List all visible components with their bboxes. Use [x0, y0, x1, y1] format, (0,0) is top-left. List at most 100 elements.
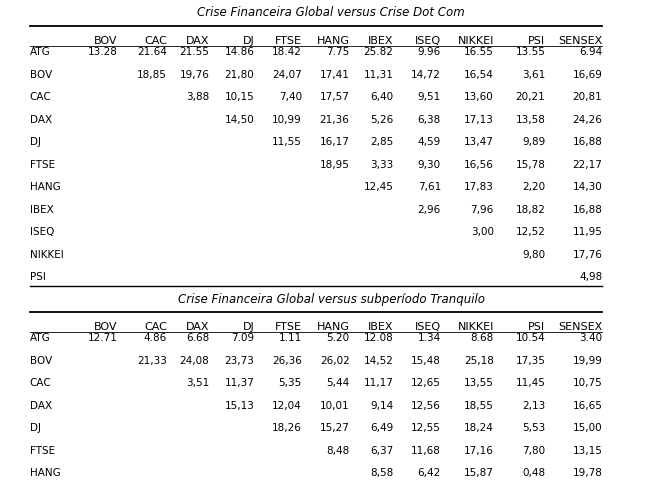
Text: 9,14: 9,14 — [370, 400, 393, 410]
Text: 17,76: 17,76 — [573, 249, 602, 259]
Text: Crise Financeira Global versus subperíodo Tranquilo: Crise Financeira Global versus subperíod… — [177, 292, 485, 305]
Text: 22,17: 22,17 — [573, 160, 602, 169]
Text: 3,61: 3,61 — [522, 70, 545, 80]
Text: 18.42: 18.42 — [272, 47, 302, 57]
Text: 21.64: 21.64 — [137, 47, 167, 57]
Text: 11,68: 11,68 — [411, 445, 441, 455]
Text: 24,26: 24,26 — [573, 115, 602, 124]
Text: ATG: ATG — [30, 47, 50, 57]
Text: HANG: HANG — [316, 321, 350, 331]
Text: 16,56: 16,56 — [464, 160, 494, 169]
Text: 16,17: 16,17 — [320, 137, 350, 147]
Text: 15,13: 15,13 — [224, 400, 254, 410]
Text: CAC: CAC — [30, 377, 52, 387]
Text: 13.55: 13.55 — [516, 47, 545, 57]
Text: 20,21: 20,21 — [516, 92, 545, 102]
Text: DJ: DJ — [242, 36, 254, 45]
Text: 17,57: 17,57 — [320, 92, 350, 102]
Text: 11,37: 11,37 — [224, 377, 254, 387]
Text: 18,55: 18,55 — [464, 400, 494, 410]
Text: BOV: BOV — [30, 70, 52, 80]
Text: 13,58: 13,58 — [516, 115, 545, 124]
Text: 6,37: 6,37 — [370, 445, 393, 455]
Text: 3,51: 3,51 — [186, 377, 209, 387]
Text: 21,80: 21,80 — [224, 70, 254, 80]
Text: 12,45: 12,45 — [363, 182, 393, 192]
Text: 11,45: 11,45 — [516, 377, 545, 387]
Text: 3,00: 3,00 — [471, 227, 494, 237]
Text: 5,53: 5,53 — [522, 422, 545, 432]
Text: 16,88: 16,88 — [573, 137, 602, 147]
Text: FTSE: FTSE — [30, 445, 55, 455]
Text: PSI: PSI — [528, 36, 545, 45]
Text: 16,88: 16,88 — [573, 204, 602, 214]
Text: 25,18: 25,18 — [464, 355, 494, 365]
Text: 9,30: 9,30 — [418, 160, 441, 169]
Text: 13.28: 13.28 — [88, 47, 118, 57]
Text: CAC: CAC — [30, 92, 52, 102]
Text: 21,33: 21,33 — [137, 355, 167, 365]
Text: 10.54: 10.54 — [516, 332, 545, 343]
Text: CAC: CAC — [144, 36, 167, 45]
Text: 3,33: 3,33 — [370, 160, 393, 169]
Text: 21,36: 21,36 — [320, 115, 350, 124]
Text: HANG: HANG — [30, 467, 60, 477]
Text: DJ: DJ — [30, 137, 41, 147]
Text: ISEQ: ISEQ — [30, 227, 54, 237]
Text: 19,78: 19,78 — [573, 467, 602, 477]
Text: 12,65: 12,65 — [411, 377, 441, 387]
Text: 26,02: 26,02 — [320, 355, 350, 365]
Text: 6,38: 6,38 — [418, 115, 441, 124]
Text: 6.94: 6.94 — [579, 47, 602, 57]
Text: BOV: BOV — [30, 355, 52, 365]
Text: 5,35: 5,35 — [279, 377, 302, 387]
Text: DAX: DAX — [186, 36, 209, 45]
Text: HANG: HANG — [316, 36, 350, 45]
Text: 15,78: 15,78 — [516, 160, 545, 169]
Text: 14,30: 14,30 — [573, 182, 602, 192]
Text: 10,75: 10,75 — [573, 377, 602, 387]
Text: 20,81: 20,81 — [573, 92, 602, 102]
Text: 17,16: 17,16 — [464, 445, 494, 455]
Text: 12,56: 12,56 — [411, 400, 441, 410]
Text: 11,31: 11,31 — [363, 70, 393, 80]
Text: 18,85: 18,85 — [137, 70, 167, 80]
Text: 6,40: 6,40 — [370, 92, 393, 102]
Text: 16.55: 16.55 — [464, 47, 494, 57]
Text: ISEQ: ISEQ — [415, 321, 441, 331]
Text: 13,60: 13,60 — [464, 92, 494, 102]
Text: DAX: DAX — [186, 321, 209, 331]
Text: 18,95: 18,95 — [320, 160, 350, 169]
Text: 12.08: 12.08 — [363, 332, 393, 343]
Text: 14.86: 14.86 — [224, 47, 254, 57]
Text: FTSE: FTSE — [30, 160, 55, 169]
Text: PSI: PSI — [30, 272, 46, 282]
Text: 9,89: 9,89 — [522, 137, 545, 147]
Text: 5,44: 5,44 — [326, 377, 350, 387]
Text: SENSEX: SENSEX — [558, 321, 602, 331]
Text: 2,85: 2,85 — [370, 137, 393, 147]
Text: 1.34: 1.34 — [418, 332, 441, 343]
Text: HANG: HANG — [30, 182, 60, 192]
Text: 18,24: 18,24 — [464, 422, 494, 432]
Text: CAC: CAC — [144, 321, 167, 331]
Text: 10,01: 10,01 — [320, 400, 350, 410]
Text: 8.68: 8.68 — [471, 332, 494, 343]
Text: 17,41: 17,41 — [320, 70, 350, 80]
Text: 16,65: 16,65 — [573, 400, 602, 410]
Text: 10,15: 10,15 — [224, 92, 254, 102]
Text: 3.40: 3.40 — [579, 332, 602, 343]
Text: 9,80: 9,80 — [522, 249, 545, 259]
Text: FTSE: FTSE — [275, 36, 302, 45]
Text: 6,49: 6,49 — [370, 422, 393, 432]
Text: IBEX: IBEX — [30, 204, 54, 214]
Text: 9.96: 9.96 — [418, 47, 441, 57]
Text: 11,55: 11,55 — [272, 137, 302, 147]
Text: 7,96: 7,96 — [471, 204, 494, 214]
Text: 23,73: 23,73 — [224, 355, 254, 365]
Text: 13,55: 13,55 — [464, 377, 494, 387]
Text: 7.09: 7.09 — [231, 332, 254, 343]
Text: DAX: DAX — [30, 115, 52, 124]
Text: NIKKEI: NIKKEI — [457, 321, 494, 331]
Text: FTSE: FTSE — [275, 321, 302, 331]
